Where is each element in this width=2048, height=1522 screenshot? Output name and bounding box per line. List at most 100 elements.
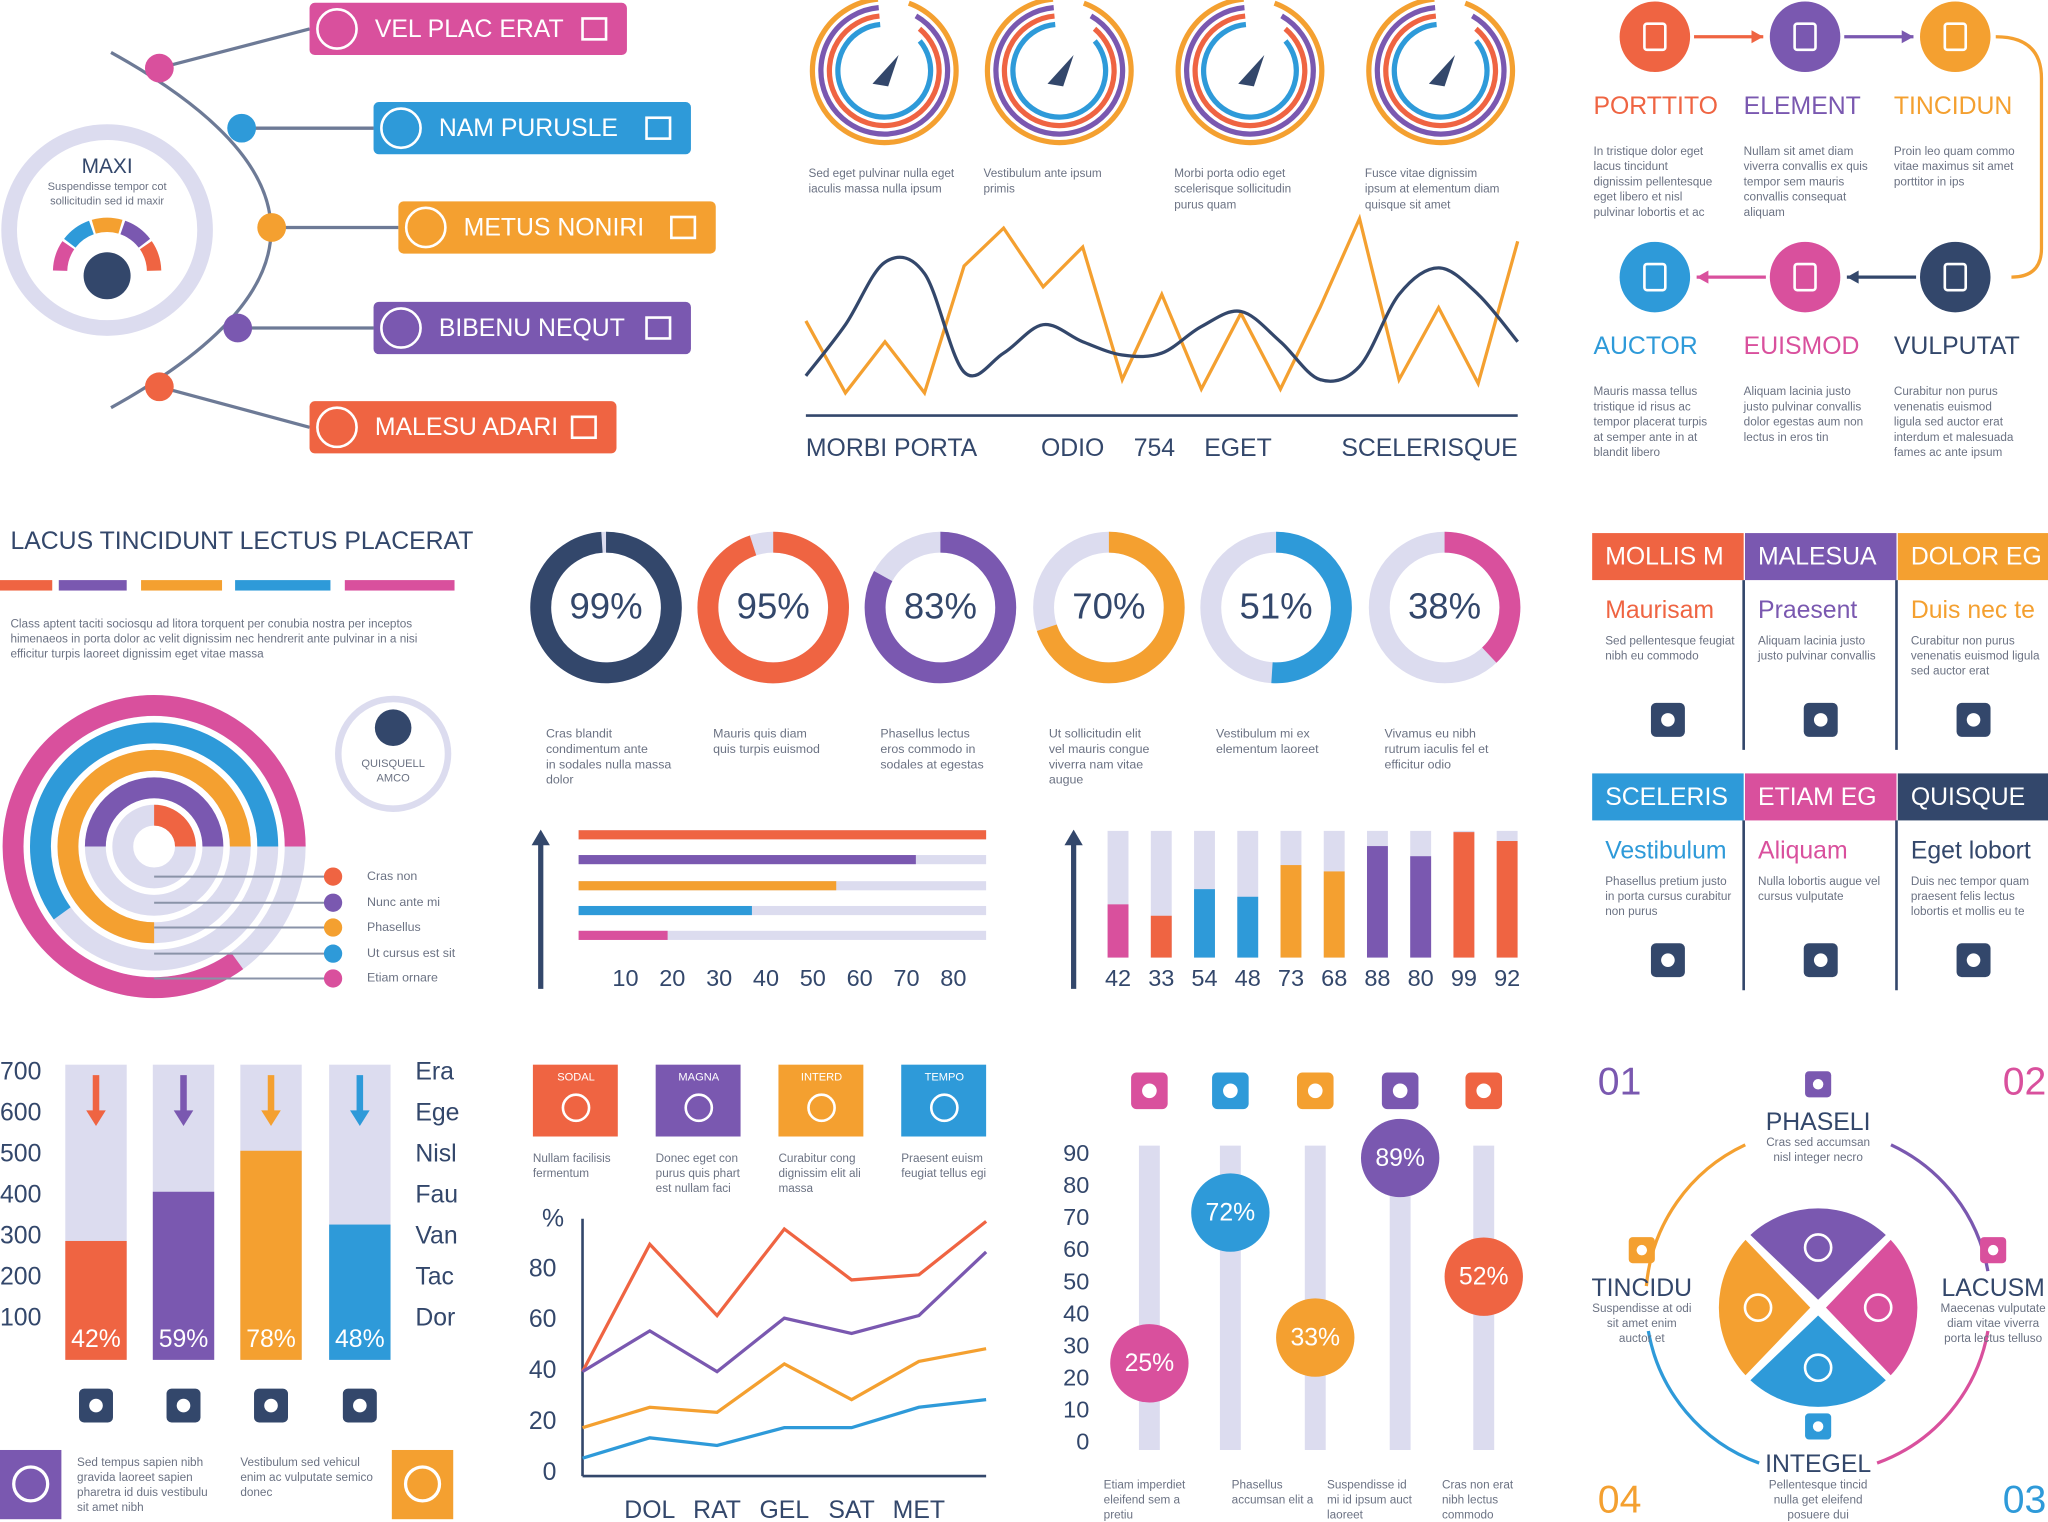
text-line: Sed tempus sapien nibh [77,1456,203,1469]
hub-title: MAXI [82,155,133,178]
stripe [58,580,127,591]
text-line: Curabitur non purus [1894,385,1998,398]
bar [329,1224,391,1360]
flow-node [1769,1,1841,73]
text-line: Duis nec tempor quam [1911,875,2029,888]
bar [1150,915,1172,958]
bar [1107,904,1129,958]
y-tick-label: 80 [529,1255,557,1282]
step-number: 03 [2003,1479,2047,1522]
label-box [309,401,617,454]
arc [57,749,251,944]
ring-glyph [1047,55,1074,87]
series-line [581,1220,988,1373]
card-header-text: DOLOR EG [1911,543,2042,570]
connector [158,27,310,70]
card-title: Eget lobort [1911,837,2031,864]
step-title: LACUSM [1941,1275,2044,1302]
text-line: non purus [1605,905,1657,918]
x-tick-label: DOL [624,1497,675,1522]
x-label: SCELERISQUE [1341,435,1517,462]
text-line: Fusce vitae dignissim [1365,167,1478,180]
donut-label: 38% [1408,585,1481,626]
donut-arc [1444,531,1521,663]
icon-detail [264,1398,278,1413]
donut-arc [864,531,1017,684]
bar [1194,889,1215,958]
y-axis-label: % [542,1206,564,1233]
text-line: Phasellus [1232,1478,1283,1491]
wave-line [804,213,1520,397]
wedge-icon [1803,1233,1833,1262]
flow-arrow-head [1846,270,1859,284]
text-line: rutrum iaculis fel et [1384,742,1489,756]
y-tick-label: 50 [1063,1268,1089,1294]
bar-track [578,930,987,940]
ring [1001,13,1117,129]
icon-detail [1636,1244,1648,1256]
text-line: justo pulvinar convallis [1757,650,1876,663]
flow-node-icon [1943,22,1968,52]
track [1138,1145,1160,1450]
x-label: MORBI PORTA [806,435,978,462]
tile [778,1064,864,1137]
x-tick-label: 30 [706,965,732,991]
step-title: TINCIDU [1592,1275,1693,1302]
legend-label: Nunc ante mi [367,895,440,909]
text-line: donec [240,1486,272,1499]
bar [152,1191,215,1360]
bar-label: 42 [1105,965,1131,991]
x-tick-label: MET [893,1497,945,1522]
text-line: Suspendisse tempor cot [48,181,167,193]
bubble [1444,1237,1523,1316]
ring [1366,0,1516,146]
card-header [1897,773,2048,821]
axis-arrow-head [531,829,550,846]
node [144,372,174,402]
x-tick-label: GEL [760,1497,810,1522]
ring [835,21,934,120]
ring [1175,0,1325,146]
icon-detail [1661,713,1675,727]
text-line: massa [778,1182,813,1195]
y-tick-label: 10 [1063,1397,1089,1423]
text-line: nibh lectus [1442,1494,1498,1507]
text-line: Phasellus pretium justo [1605,875,1727,888]
down-arrow [350,1075,370,1127]
icon-detail [1812,1079,1824,1090]
text-line: efficitur odio [1384,757,1451,771]
card-title: Aliquam [1758,837,1848,864]
series-line [581,1250,988,1374]
donut-label: 95% [737,585,810,626]
bar-label: 48 [1235,965,1261,991]
text-line: In tristique dolor eget [1593,145,1703,158]
flow-node [1920,241,1991,313]
text-line: in sodales nulla massa [546,757,671,771]
globe-icon [83,252,131,300]
bar [578,830,987,840]
text-line: Vivamus eu nibh [1384,727,1475,741]
wave-line [804,255,1519,383]
down-arrow [173,1075,194,1127]
label-box [373,102,691,155]
hub-gauge [52,241,75,272]
text-line: Mauris massa tellus [1593,385,1697,398]
item-label: MALESU ADARI [375,414,558,441]
text-line: nibh eu commodo [1605,650,1699,663]
card-header-text: MALESUA [1758,543,1877,570]
label-icon-right [670,215,697,240]
series-line [582,1398,987,1460]
text-line: est nullam faci [656,1182,731,1195]
donut-label: 51% [1239,585,1312,626]
text-line: dignissim pellentesque [1593,175,1712,188]
y-tick-label: 400 [0,1181,41,1208]
text-line: Nullam sit amet diam [1744,145,1854,158]
legend-label: Ut cursus est sit [367,946,456,960]
text-line: Praesent euism [901,1152,983,1165]
value-label: 59% [159,1326,209,1353]
text-line: interdum et malesuada [1894,431,2014,444]
flow-title: EUISMOD [1744,333,1860,360]
text-line: Phasellus lectus [880,727,970,741]
text-line: nulla get eleifend [1774,1493,1863,1506]
